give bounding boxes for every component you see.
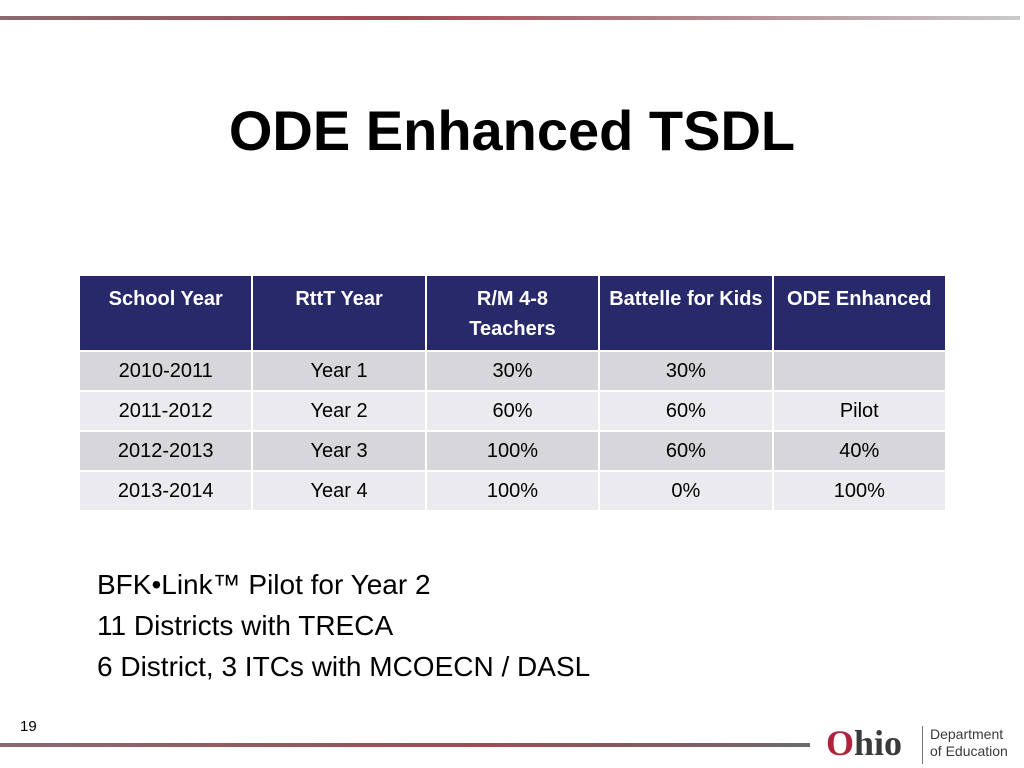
bottom-rule bbox=[0, 743, 810, 747]
table-cell: 0% bbox=[598, 470, 774, 512]
logo-line: of Education bbox=[930, 743, 1008, 759]
table-cell: 100% bbox=[424, 470, 601, 512]
slide-title: ODE Enhanced TSDL bbox=[228, 99, 796, 162]
table-row: 2010-2011 Year 1 30% 30% bbox=[77, 350, 948, 392]
table-cell: 30% bbox=[424, 350, 601, 392]
column-header: R/M 4-8 Teachers bbox=[424, 274, 601, 352]
table-cell: Year 1 bbox=[251, 350, 427, 392]
column-header: School Year bbox=[77, 274, 254, 352]
table-cell: Year 4 bbox=[251, 470, 427, 512]
table-cell: 30% bbox=[598, 350, 774, 392]
note-line: BFK•Link™ Pilot for Year 2 bbox=[97, 569, 431, 600]
table-cell: Year 3 bbox=[251, 430, 427, 472]
note-line: 11 Districts with TRECA bbox=[97, 610, 394, 641]
page-number: 19 bbox=[20, 718, 37, 735]
notes: BFK•Link™ Pilot for Year 2 11 Districts w… bbox=[97, 564, 590, 687]
logo-separator bbox=[922, 726, 923, 764]
table-cell: 40% bbox=[771, 430, 948, 472]
table-cell: 2013-2014 bbox=[77, 470, 254, 512]
table-cell bbox=[771, 350, 948, 392]
table-cell: 100% bbox=[771, 470, 948, 512]
note-line: 6 District, 3 ITCs with MCOECN / DASL bbox=[97, 651, 591, 682]
table-cell: 60% bbox=[598, 430, 774, 472]
top-rule bbox=[0, 16, 1020, 20]
logo-text: Department of Education bbox=[930, 726, 1008, 760]
logo-name: Ohio bbox=[826, 723, 903, 763]
column-header: ODE Enhanced bbox=[771, 274, 948, 352]
table-cell: 2010-2011 bbox=[77, 350, 254, 392]
table-cell: Pilot bbox=[771, 390, 948, 432]
table-row: 2012-2013 Year 3 100% 60% 40% bbox=[77, 430, 948, 472]
table-cell: 2012-2013 bbox=[77, 430, 254, 472]
table-cell: 2011-2012 bbox=[77, 390, 254, 432]
table-cell: 60% bbox=[424, 390, 601, 432]
table-row: 2013-2014 Year 4 100% 0% 100% bbox=[77, 470, 948, 512]
table-row: 2011-2012 Year 2 60% 60% Pilot bbox=[77, 390, 948, 432]
table-body: 2010-2011 Year 1 30% 30% 2011-2012 Year 2 60% 6… bbox=[77, 350, 948, 512]
column-header: Battelle for Kids bbox=[598, 274, 774, 352]
table-cell: 100% bbox=[424, 430, 601, 472]
data-table: School Year RttT Year R/M 4-8 Teachers Batt… bbox=[77, 274, 948, 512]
table-cell: 60% bbox=[598, 390, 774, 432]
header-row: School Year RttT Year R/M 4-8 Teachers Batt… bbox=[77, 274, 948, 352]
logo-line: Department bbox=[930, 726, 1004, 742]
column-header: RttT Year bbox=[251, 274, 427, 352]
table-cell: Year 2 bbox=[251, 390, 427, 432]
